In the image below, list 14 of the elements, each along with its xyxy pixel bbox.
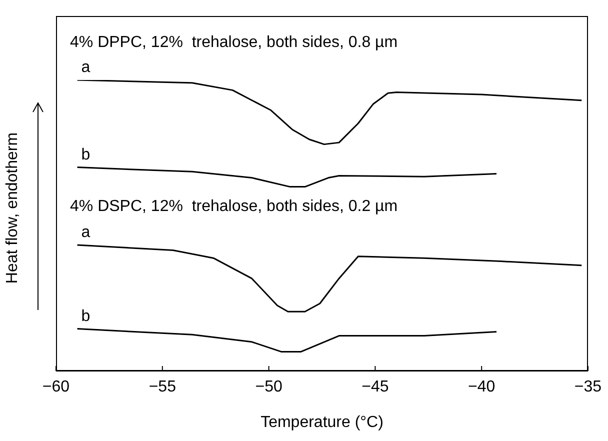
series-label: a [81,59,90,76]
y-axis-title: Heat flow, endotherm [4,131,22,286]
x-tick-label: −55 [148,378,176,396]
series-label: b [81,308,90,325]
series-label: a [81,224,90,241]
annotation: 4% DSPC, 12% trehalose, both sides, 0.2 µm [70,198,398,216]
text: 4% DPPC, 12% trehalose, both sides, 0.8 µm [70,34,398,52]
x-tick-label: −60 [42,378,70,396]
x-tick-label: −35 [574,378,602,396]
series-label: b [81,146,90,164]
x-tick-label: −50 [255,378,282,396]
x-axis-title: Temperature (°C) [260,414,384,431]
x-tick-label: −40 [468,378,496,396]
x-tick-label: −45 [362,378,389,396]
